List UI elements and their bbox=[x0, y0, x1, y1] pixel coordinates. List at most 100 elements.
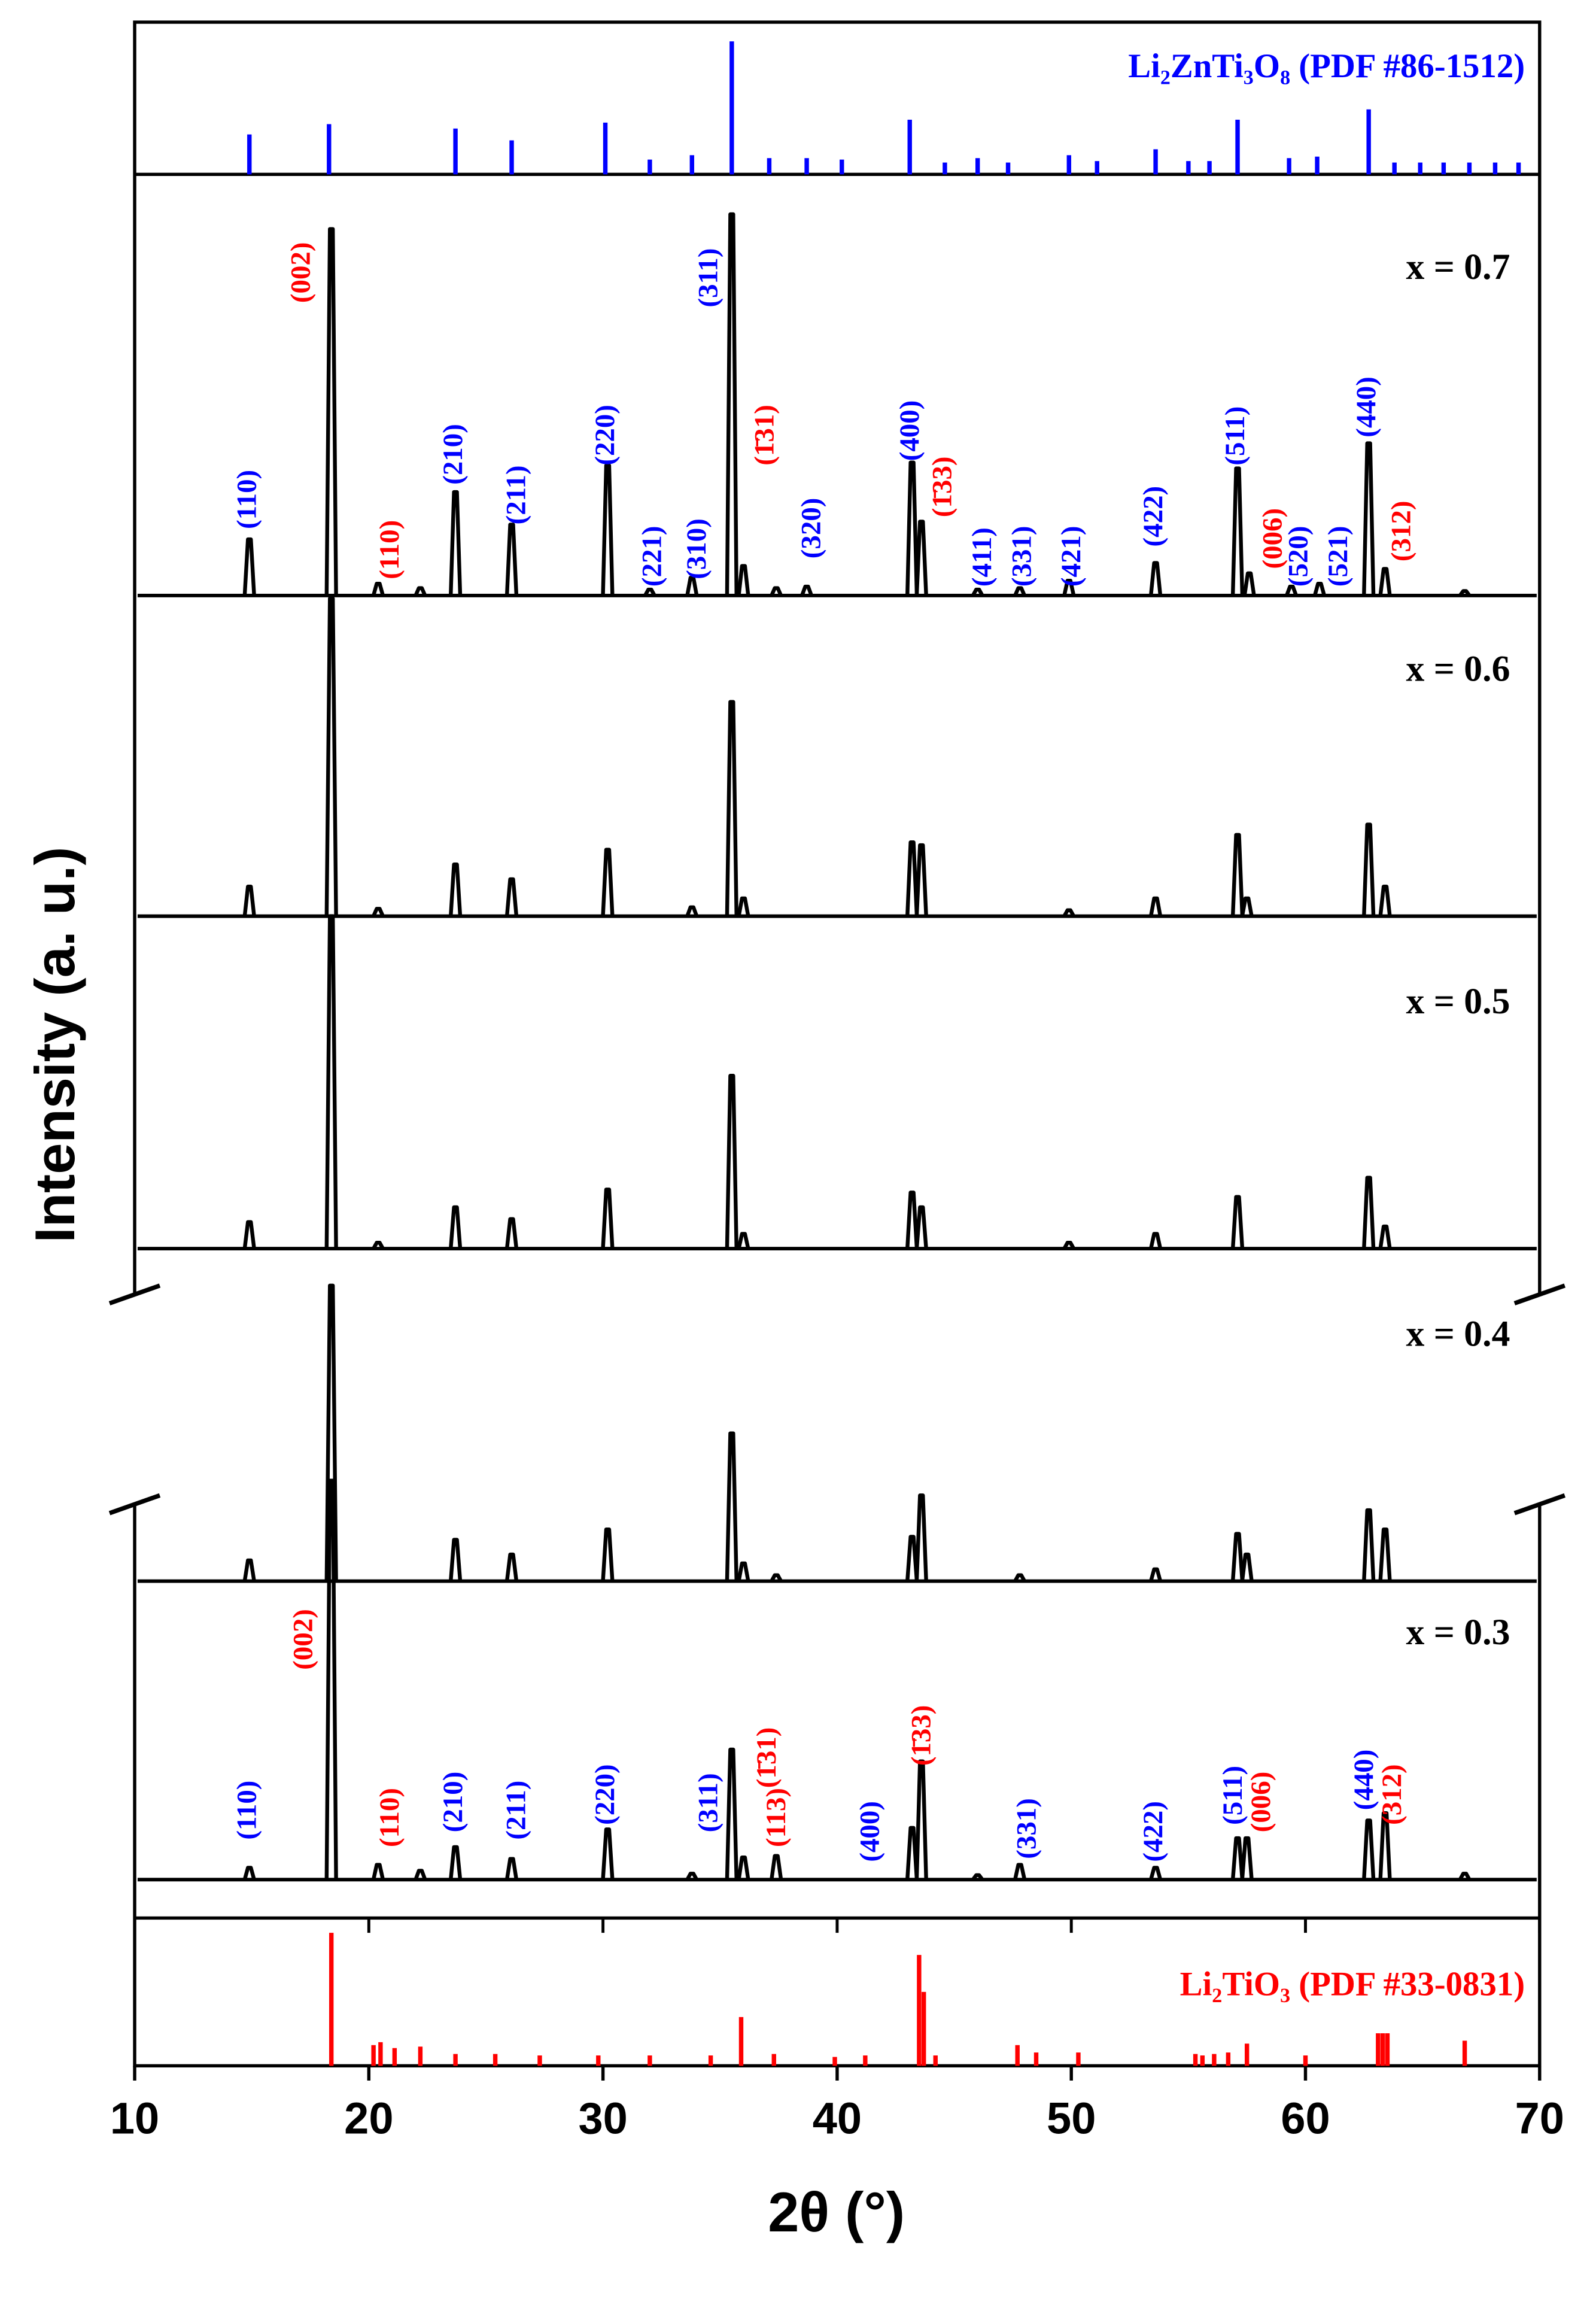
hkl-label: (113) bbox=[761, 1788, 792, 1847]
diffraction-peak bbox=[449, 1845, 463, 1880]
diffraction-peak bbox=[1378, 567, 1392, 596]
hkl-label: (511) bbox=[1220, 406, 1251, 466]
hkl-label: (110) bbox=[232, 470, 263, 529]
diffraction-peak bbox=[414, 1869, 427, 1881]
diffraction-peak bbox=[449, 1205, 463, 1249]
hkl-label: (220) bbox=[589, 1764, 621, 1825]
diffraction-peak bbox=[372, 1241, 385, 1250]
diffraction-peak bbox=[449, 863, 463, 916]
diffraction-peak bbox=[504, 1857, 519, 1880]
diffraction-peak bbox=[1458, 1872, 1472, 1881]
diffraction-peak bbox=[737, 1561, 750, 1582]
diffraction-peak bbox=[324, 914, 338, 1249]
diffraction-peak bbox=[1362, 441, 1376, 596]
diffraction-peak bbox=[449, 490, 463, 596]
hkl-label: (331) bbox=[1007, 526, 1038, 587]
diffraction-peak bbox=[1013, 1863, 1027, 1880]
hkl-label: (006) bbox=[1245, 1772, 1276, 1833]
hkl-label: (1̄33) bbox=[927, 456, 958, 517]
diffraction-peak bbox=[504, 877, 519, 916]
diffraction-peak bbox=[737, 1232, 750, 1249]
diffraction-peak bbox=[1148, 561, 1163, 596]
sample-label: x = 0.4 bbox=[1406, 1313, 1510, 1354]
diffraction-peak bbox=[685, 576, 699, 596]
diffraction-peak bbox=[1149, 1232, 1163, 1249]
hkl-label: (210) bbox=[437, 1772, 469, 1833]
hkl-label: (311) bbox=[692, 248, 723, 308]
diffraction-peak bbox=[242, 1220, 256, 1249]
diffraction-peak bbox=[914, 843, 928, 916]
diffraction-peak bbox=[1285, 584, 1298, 597]
hkl-label: (110) bbox=[374, 520, 405, 579]
hkl-label: (211) bbox=[501, 1781, 532, 1840]
sample-label: x = 0.6 bbox=[1406, 648, 1510, 689]
hkl-label: (310) bbox=[681, 518, 712, 579]
hkl-label: (1̄31) bbox=[749, 405, 780, 466]
diffraction-peak bbox=[324, 227, 338, 596]
x-tick-label: 30 bbox=[578, 2094, 627, 2143]
diffraction-peak bbox=[914, 520, 928, 596]
diffraction-peak bbox=[1362, 822, 1376, 916]
hkl-label: (312) bbox=[1376, 1764, 1407, 1825]
diffraction-peak bbox=[737, 564, 750, 596]
diffraction-peak bbox=[414, 586, 427, 597]
diffraction-peak bbox=[914, 1205, 928, 1249]
axis-breaks bbox=[108, 1283, 1566, 1516]
diffraction-peak bbox=[324, 1478, 338, 1880]
diffraction-peak bbox=[1378, 1527, 1392, 1581]
hkl-label: (421) bbox=[1056, 526, 1087, 587]
diffraction-peak bbox=[914, 1759, 928, 1880]
diffraction-peak bbox=[1149, 1866, 1163, 1881]
hkl-label: (440) bbox=[1348, 1750, 1379, 1811]
diffraction-peak bbox=[1362, 1508, 1376, 1581]
diffraction-peak bbox=[1149, 1567, 1163, 1582]
diffraction-peak bbox=[1378, 1811, 1392, 1880]
diffraction-peak bbox=[1240, 896, 1254, 917]
diffraction-peak bbox=[1230, 466, 1245, 596]
break-gap bbox=[1529, 1294, 1551, 1505]
hkl-label: (110) bbox=[232, 1781, 263, 1840]
diffraction-peak bbox=[905, 1535, 919, 1581]
diffraction-peak bbox=[504, 523, 519, 596]
hkl-label: (1̄33) bbox=[905, 1705, 937, 1766]
hkl-label: (210) bbox=[437, 424, 469, 485]
x-tick-label: 50 bbox=[1047, 2094, 1096, 2143]
hkl-label: (521) bbox=[1323, 526, 1354, 587]
diffraction-peak bbox=[1312, 581, 1326, 596]
diffraction-peak bbox=[1378, 1224, 1392, 1249]
diffraction-peak bbox=[504, 1217, 519, 1249]
diffraction-peak bbox=[1362, 1818, 1376, 1880]
x-tick-label: 70 bbox=[1515, 2094, 1564, 2143]
x-tick-label: 10 bbox=[110, 2094, 159, 2143]
diffraction-peak bbox=[770, 1854, 783, 1880]
diffraction-peak bbox=[1062, 1241, 1076, 1250]
diffraction-peak bbox=[685, 1872, 699, 1881]
sample-label: x = 0.5 bbox=[1406, 981, 1510, 1022]
x-tick-label: 20 bbox=[344, 2094, 393, 2143]
diffraction-peak bbox=[1230, 1195, 1245, 1249]
diffraction-peak bbox=[1149, 896, 1163, 917]
diffraction-peak bbox=[800, 584, 813, 597]
x-tick-label: 60 bbox=[1281, 2094, 1330, 2143]
hkl-label: (511) bbox=[1217, 1766, 1248, 1825]
diffraction-peak bbox=[905, 840, 919, 916]
diffraction-peak bbox=[737, 896, 750, 917]
diffraction-peak bbox=[242, 1558, 256, 1582]
hkl-label: (1̄31) bbox=[751, 1727, 782, 1788]
break-marks bbox=[108, 1283, 1566, 1516]
hkl-label: (221) bbox=[636, 526, 667, 587]
hkl-label: (312) bbox=[1386, 501, 1417, 562]
hkl-label: (002) bbox=[287, 1609, 318, 1670]
reference-label: Li₂ZnTi₃O₈ (PDF #86-1512) bbox=[1128, 47, 1525, 85]
diffraction-peak bbox=[324, 596, 338, 916]
diffraction-peak bbox=[504, 1552, 519, 1581]
diffraction-peak bbox=[1362, 1176, 1376, 1249]
diffraction-peak bbox=[685, 905, 699, 917]
hkl-label: (220) bbox=[589, 405, 621, 466]
diffraction-peak bbox=[971, 587, 984, 597]
diffraction-peak bbox=[725, 1747, 738, 1880]
plot-frame bbox=[133, 20, 1542, 2068]
diffraction-peak bbox=[725, 1431, 738, 1581]
diffraction-peak bbox=[1458, 589, 1472, 597]
diffraction-peak bbox=[372, 907, 385, 917]
